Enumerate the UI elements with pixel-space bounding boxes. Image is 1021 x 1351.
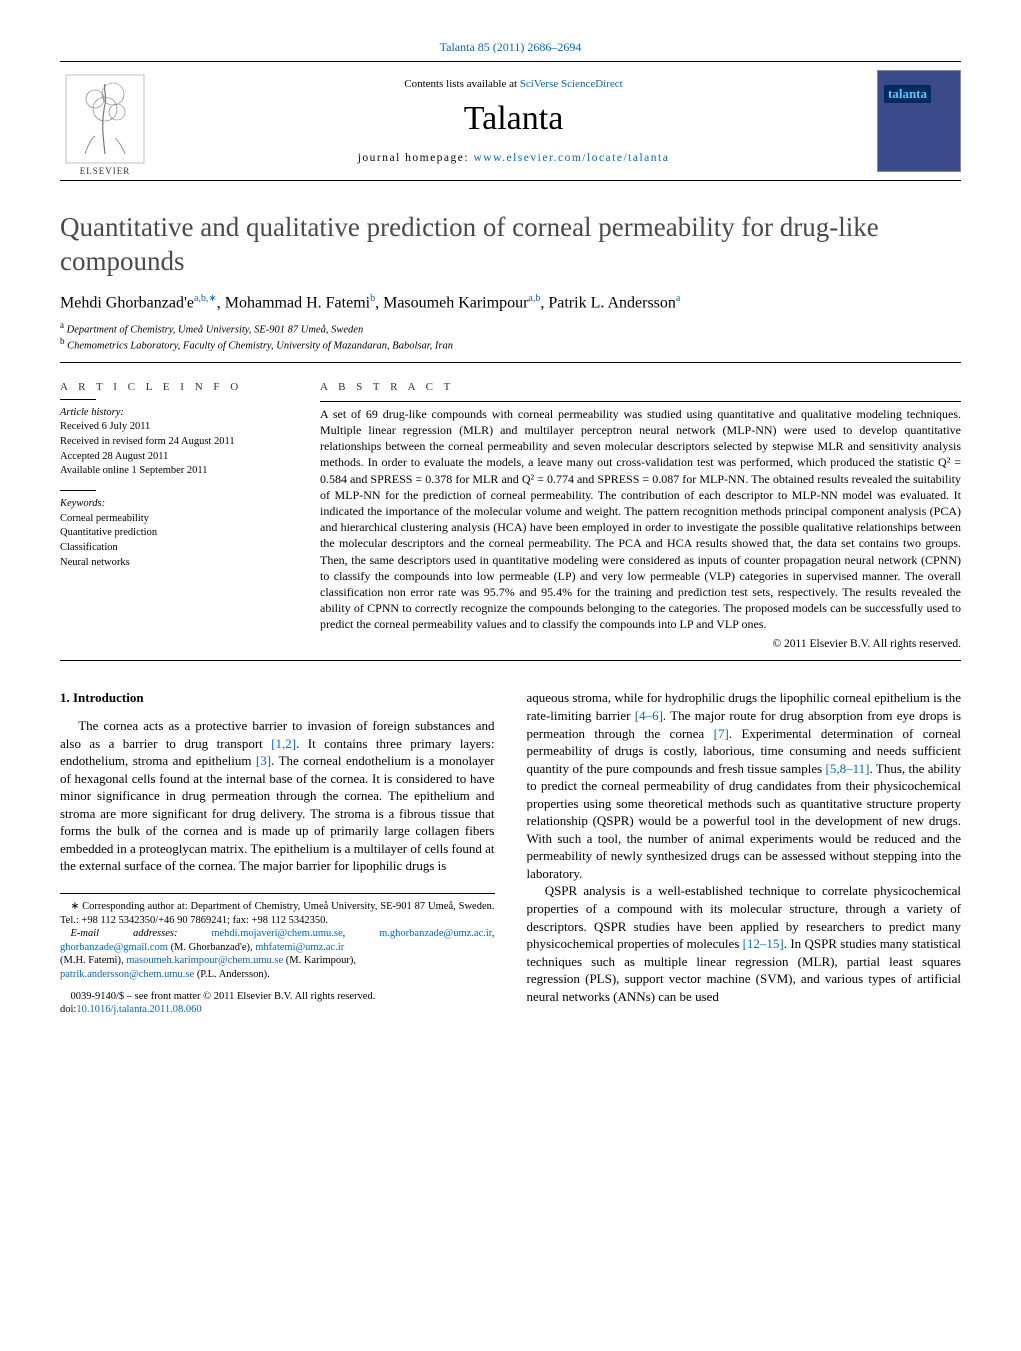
email-attribution: (M. Ghorbanzad'e),	[168, 942, 255, 953]
keyword: Neural networks	[60, 556, 280, 570]
affiliation-b: b Chemometrics Laboratory, Faculty of Ch…	[60, 336, 961, 352]
author-list: Mehdi Ghorbanzad'ea,b,∗, Mohammad H. Fat…	[60, 293, 961, 312]
article-title: Quantitative and qualitative prediction …	[60, 211, 961, 279]
rule-abstract-top	[320, 401, 961, 402]
article-info-column: A R T I C L E I N F O Article history: R…	[60, 381, 280, 651]
keyword: Corneal permeability	[60, 512, 280, 526]
email-attribution: (P.L. Andersson).	[194, 969, 270, 980]
masthead: ELSEVIER Contents lists available at Sci…	[60, 66, 961, 176]
abstract-column: A B S T R A C T A set of 69 drug-like co…	[320, 381, 961, 651]
publisher-name: ELSEVIER	[80, 166, 131, 176]
author-affil-sup[interactable]: a,b,∗	[194, 293, 217, 304]
email-link[interactable]: m.ghorbanzade@umz.ac.ir	[379, 928, 492, 939]
history-label: Article history:	[60, 406, 280, 420]
author-affil-sup[interactable]: a	[676, 293, 680, 304]
masthead-center: Contents lists available at SciVerse Sci…	[160, 78, 867, 164]
affil-text: Department of Chemistry, Umeå University…	[67, 324, 364, 335]
affil-marker: b	[60, 336, 65, 346]
citation-ref[interactable]: [3]	[256, 753, 271, 768]
email-link[interactable]: mehdi.mojaveri@chem.umu.se	[211, 928, 342, 939]
info-abstract-row: A R T I C L E I N F O Article history: R…	[60, 381, 961, 651]
journal-cover-thumb: talanta	[877, 70, 961, 172]
doi-line: doi:10.1016/j.talanta.2011.08.060	[60, 1003, 495, 1017]
email-attribution: (M. Karimpour),	[283, 955, 356, 966]
body-text: . Thus, the ability to predict the corne…	[527, 761, 962, 881]
body-text: . The corneal endothelium is a monolayer…	[60, 753, 495, 873]
email-attribution: (M.H. Fatemi),	[60, 955, 126, 966]
email-link[interactable]: patrik.andersson@chem.umu.se	[60, 969, 194, 980]
citation-link[interactable]: Talanta 85 (2011) 2686–2694	[440, 40, 582, 54]
history-received: Received 6 July 2011	[60, 420, 280, 434]
author-affil-sup[interactable]: b	[370, 293, 375, 304]
citation-ref[interactable]: [5,8–11]	[826, 761, 870, 776]
publisher-logo: ELSEVIER	[60, 66, 150, 176]
citation-ref[interactable]: [4–6]	[635, 708, 663, 723]
issn-line: 0039-9140/$ – see front matter © 2011 El…	[60, 990, 495, 1004]
homepage-line: journal homepage: www.elsevier.com/locat…	[160, 152, 867, 164]
doi-label: doi:	[60, 1004, 76, 1015]
article-info-heading: A R T I C L E I N F O	[60, 381, 280, 393]
footnotes-block: ∗ Corresponding author at: Department of…	[60, 893, 495, 1017]
history-online: Available online 1 September 2011	[60, 464, 280, 478]
intro-paragraph: QSPR analysis is a well-established tech…	[527, 882, 962, 1005]
short-rule	[60, 490, 96, 491]
citation-ref[interactable]: [1,2]	[271, 736, 296, 751]
abstract-copyright: © 2011 Elsevier B.V. All rights reserved…	[320, 638, 961, 650]
email-link[interactable]: masoumeh.karimpour@chem.umu.se	[126, 955, 283, 966]
cover-brand-text: talanta	[884, 85, 931, 103]
doi-link[interactable]: 10.1016/j.talanta.2011.08.060	[76, 1004, 201, 1015]
sciencedirect-link[interactable]: SciVerse ScienceDirect	[520, 78, 623, 90]
author-name: Masoumeh Karimpour	[383, 294, 528, 311]
author-name: Mehdi Ghorbanzad'e	[60, 294, 194, 311]
email-link[interactable]: ghorbanzade@gmail.com	[60, 942, 168, 953]
keywords-label: Keywords:	[60, 497, 280, 511]
citation-ref[interactable]: [12–15]	[743, 936, 784, 951]
keyword: Classification	[60, 541, 280, 555]
rule-above-info	[60, 362, 961, 363]
journal-name: Talanta	[160, 100, 867, 138]
section-heading-intro: 1. Introduction	[60, 689, 495, 707]
affil-marker: a	[60, 320, 64, 330]
abstract-text: A set of 69 drug-like compounds with cor…	[320, 406, 961, 633]
elsevier-tree-icon	[65, 74, 145, 164]
author-name: Patrik L. Andersson	[548, 294, 676, 311]
rule-under-masthead	[60, 180, 961, 181]
short-rule	[60, 399, 96, 400]
citation-ref[interactable]: [7]	[714, 726, 729, 741]
keyword: Quantitative prediction	[60, 526, 280, 540]
rule-below-abstract	[60, 660, 961, 661]
contents-prefix: Contents lists available at	[404, 78, 519, 90]
affil-text: Chemometrics Laboratory, Faculty of Chem…	[67, 341, 453, 352]
rule-top	[60, 61, 961, 62]
author-name: Mohammad H. Fatemi	[225, 294, 370, 311]
email-addresses: E-mail addresses: mehdi.mojaveri@chem.um…	[60, 927, 495, 982]
contents-line: Contents lists available at SciVerse Sci…	[160, 78, 867, 90]
corresponding-author-note: ∗ Corresponding author at: Department of…	[60, 900, 495, 927]
intro-paragraph: aqueous stroma, while for hydrophilic dr…	[527, 689, 962, 882]
abstract-heading: A B S T R A C T	[320, 381, 961, 393]
body-two-column: 1. Introduction The cornea acts as a pro…	[60, 689, 961, 1017]
author-affil-sup[interactable]: a,b	[528, 293, 540, 304]
history-accepted: Accepted 28 August 2011	[60, 450, 280, 464]
history-revised: Received in revised form 24 August 2011	[60, 435, 280, 449]
running-head-citation: Talanta 85 (2011) 2686–2694	[60, 40, 961, 55]
homepage-link[interactable]: www.elsevier.com/locate/talanta	[473, 152, 669, 164]
affiliation-a: a Department of Chemistry, Umeå Universi…	[60, 320, 961, 336]
email-link[interactable]: mhfatemi@umz.ac.ir	[255, 942, 344, 953]
intro-paragraph: The cornea acts as a protective barrier …	[60, 717, 495, 875]
email-label: E-mail addresses:	[71, 928, 212, 939]
homepage-prefix: journal homepage:	[358, 152, 474, 164]
